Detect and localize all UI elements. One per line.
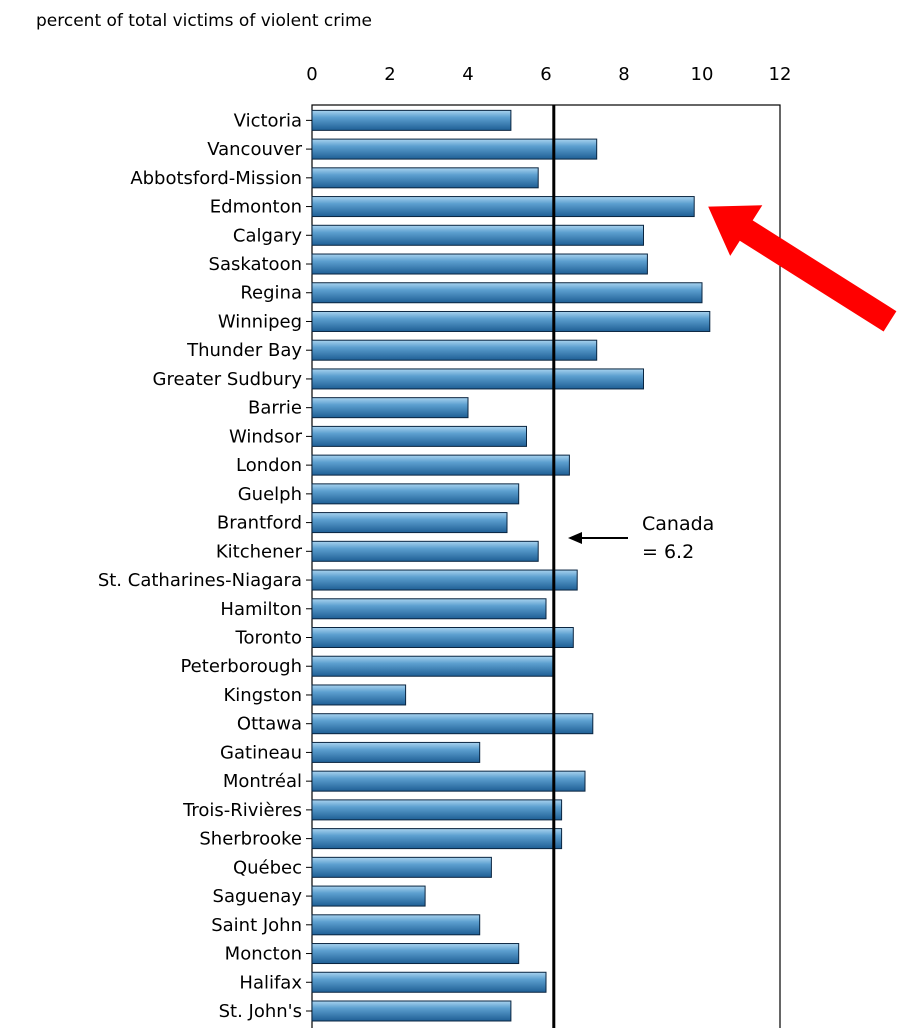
category-label: Regina xyxy=(240,283,302,304)
category-label: Ottawa xyxy=(237,714,302,735)
bar xyxy=(311,368,644,390)
category-label: Kingston xyxy=(224,685,303,706)
bar xyxy=(311,828,563,850)
bar xyxy=(311,627,574,649)
x-axis-ticks: 0 2 4 6 8 10 12 xyxy=(306,64,791,85)
x-tick-label: 4 xyxy=(462,64,473,85)
category-label: St. John's xyxy=(219,1001,302,1022)
bar xyxy=(311,741,481,763)
red-highlight-arrow xyxy=(708,205,897,332)
category-label: Barrie xyxy=(248,398,302,419)
bar xyxy=(311,483,520,505)
bar xyxy=(311,713,594,735)
category-label: Sherbrooke xyxy=(199,829,302,850)
annotation-label-canada: Canada xyxy=(642,513,714,535)
category-label: Gatineau xyxy=(220,742,302,763)
annotation-arrow-head xyxy=(568,532,582,544)
bar xyxy=(311,282,703,304)
category-label: Saguenay xyxy=(213,886,303,907)
bar xyxy=(311,684,407,706)
bar xyxy=(311,569,578,591)
bar xyxy=(311,253,648,275)
bar xyxy=(311,1000,512,1022)
category-label: Halifax xyxy=(239,972,302,993)
bars-layer xyxy=(311,109,711,1022)
category-label: Saskatoon xyxy=(209,254,302,275)
bar xyxy=(311,914,481,936)
category-label: Edmonton xyxy=(210,197,302,218)
bar xyxy=(311,196,695,218)
category-label: Moncton xyxy=(225,944,302,965)
bar xyxy=(311,310,711,332)
bar xyxy=(311,454,570,476)
category-label: Kitchener xyxy=(216,541,303,562)
category-label: St. Catharines-Niagara xyxy=(98,570,302,591)
bar xyxy=(311,770,586,792)
category-label: Greater Sudbury xyxy=(153,369,303,390)
bar xyxy=(311,971,547,993)
category-label: Thunder Bay xyxy=(186,340,302,361)
chart-title: percent of total victims of violent crim… xyxy=(36,11,372,31)
bar xyxy=(311,540,539,562)
category-label: Saint John xyxy=(211,915,302,936)
bar xyxy=(311,109,512,131)
category-label: Guelph xyxy=(238,484,302,505)
bar xyxy=(311,885,426,907)
bar xyxy=(311,655,555,677)
category-label: Windsor xyxy=(229,426,303,447)
x-tick-label: 10 xyxy=(691,64,714,85)
bar xyxy=(311,943,520,965)
category-label: Brantford xyxy=(217,513,302,534)
category-label: London xyxy=(236,455,302,476)
category-label: Québec xyxy=(233,857,302,878)
bar xyxy=(311,224,644,246)
bar xyxy=(311,598,547,620)
bar xyxy=(311,425,527,447)
category-labels: Victoria Vancouver Abbotsford-Mission Edmon… xyxy=(98,110,312,1022)
x-tick-label: 2 xyxy=(384,64,395,85)
plot-area xyxy=(311,104,781,1028)
annotation-label-value: = 6.2 xyxy=(642,541,694,563)
category-label: Winnipeg xyxy=(218,311,302,332)
x-tick-label: 8 xyxy=(618,64,629,85)
category-label: Hamilton xyxy=(220,599,302,620)
x-tick-label: 0 xyxy=(306,64,317,85)
category-label: Toronto xyxy=(235,628,302,649)
x-tick-label: 6 xyxy=(540,64,551,85)
category-label: Abbotsford-Mission xyxy=(130,168,302,189)
bar xyxy=(311,167,539,189)
category-label: Montréal xyxy=(223,771,302,792)
category-label: Calgary xyxy=(233,225,302,246)
category-label: Peterborough xyxy=(180,656,302,677)
bar xyxy=(311,397,469,419)
x-tick-label: 12 xyxy=(769,64,792,85)
category-label: Victoria xyxy=(234,110,302,131)
category-label: Trois-Rivières xyxy=(182,800,302,821)
bar xyxy=(311,512,508,534)
bar xyxy=(311,856,492,878)
category-label: Vancouver xyxy=(207,139,302,160)
bar xyxy=(311,799,563,821)
